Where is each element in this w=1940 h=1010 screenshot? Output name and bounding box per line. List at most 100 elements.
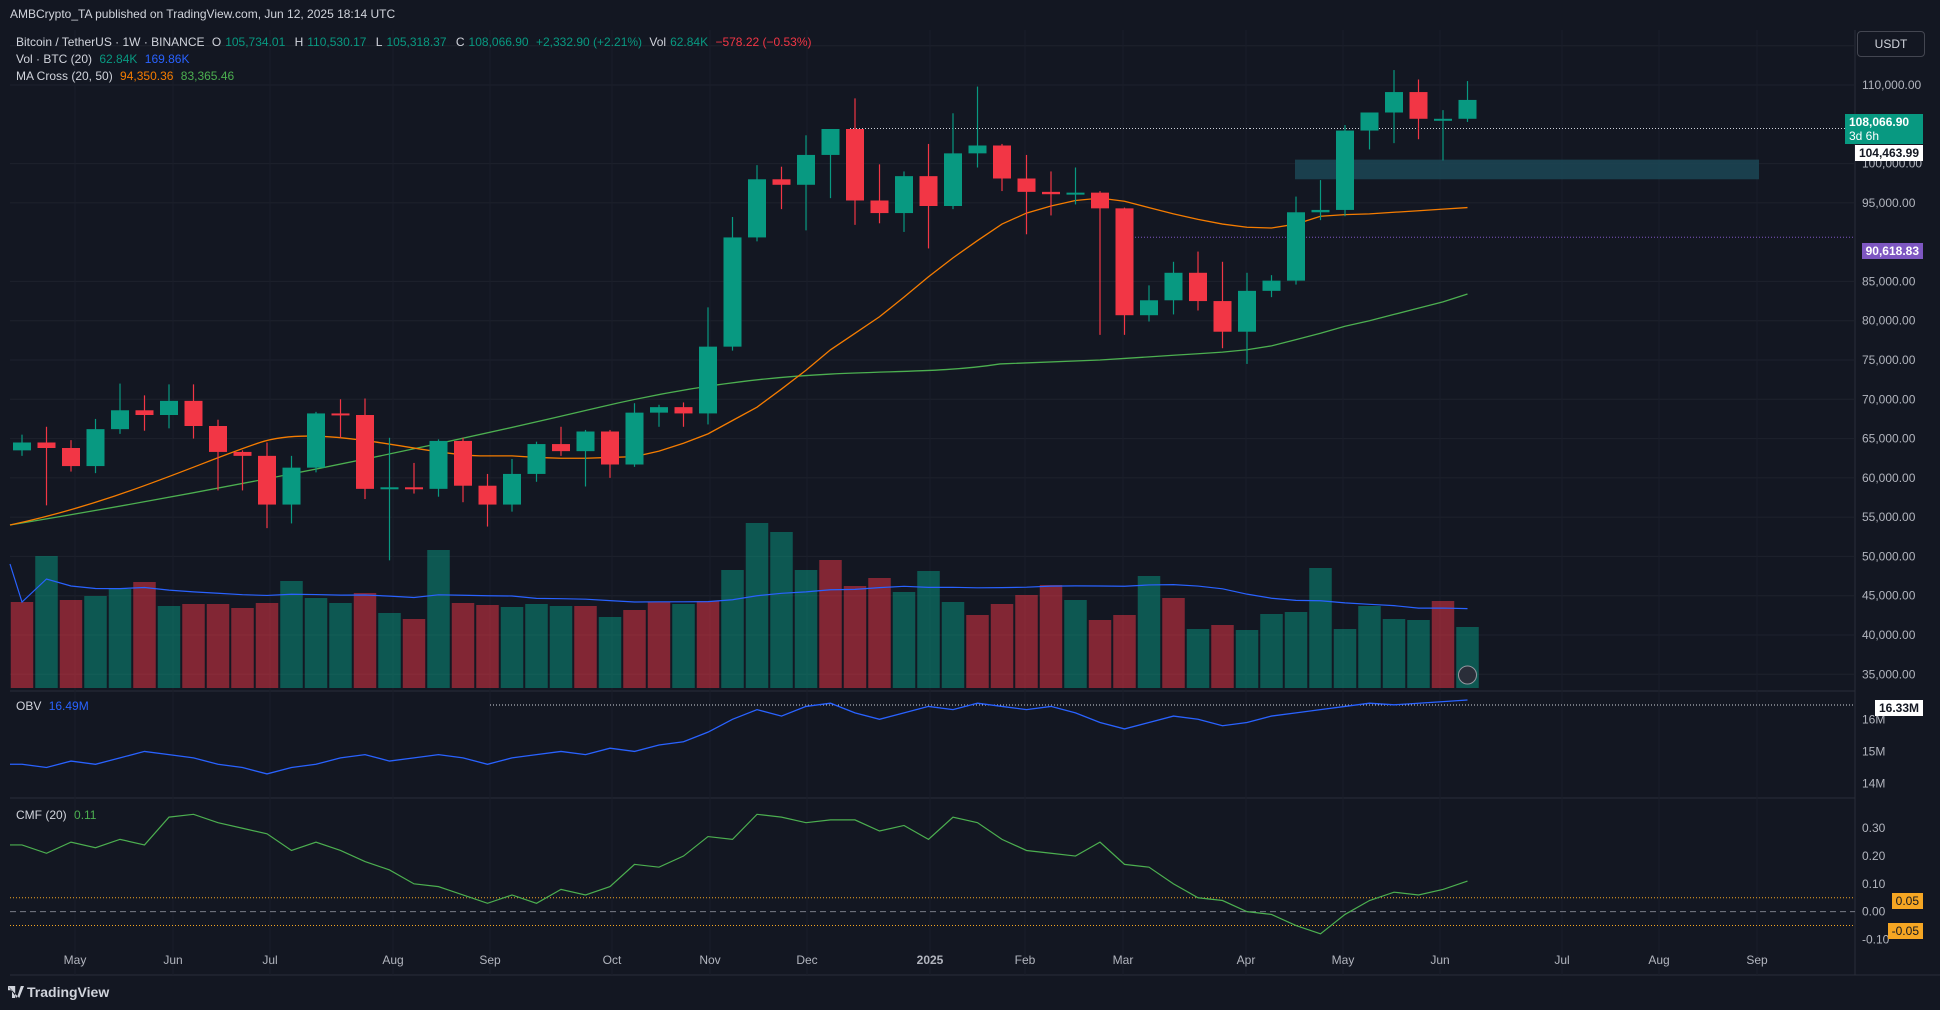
- cmf-upper-label: 0.05: [1891, 893, 1923, 909]
- candle-body: [209, 426, 227, 452]
- volume-bar: [745, 523, 769, 688]
- candle-body: [331, 413, 350, 416]
- volume-bar: [231, 608, 254, 688]
- candle-body: [723, 237, 742, 347]
- cmf-tick-label: 0.00: [1862, 905, 1886, 919]
- x-tick-label: May: [1332, 953, 1355, 967]
- y-tick-label: 60,000.00: [1862, 471, 1916, 485]
- volume-bar: [1113, 615, 1136, 688]
- candle-body: [552, 444, 570, 452]
- volume-bar: [157, 606, 181, 688]
- volume-bar: [1186, 629, 1210, 688]
- volume-bar: [892, 592, 916, 688]
- volume-bar: [549, 606, 573, 688]
- volume-bar: [1333, 629, 1357, 688]
- volume-bar: [1162, 598, 1185, 688]
- volume-bar: [1382, 619, 1406, 688]
- volume-bar: [1407, 620, 1430, 688]
- volume-bar: [843, 586, 867, 688]
- x-tick-label: Feb: [1015, 953, 1036, 967]
- level-label-2: 90,618.83: [1861, 243, 1923, 259]
- candle-body: [625, 412, 644, 465]
- candle-body: [1287, 212, 1305, 281]
- candle-body: [1336, 130, 1354, 210]
- volume-bar: [280, 581, 303, 688]
- candle-body: [135, 410, 154, 415]
- x-tick-label: Jul: [1554, 953, 1569, 967]
- y-tick-label: 70,000.00: [1862, 392, 1916, 406]
- volume-bar: [108, 589, 132, 688]
- x-tick-label: Oct: [603, 953, 622, 967]
- ma20-line: [9, 197, 1468, 526]
- ma-legend: MA Cross (20, 50) 94,350.36 83,365.46: [16, 69, 235, 83]
- x-tick-label: Sep: [1746, 953, 1768, 967]
- candle-body: [1164, 272, 1183, 301]
- volume-bar: [84, 596, 107, 688]
- volume-bar: [1015, 595, 1038, 688]
- close-value: 108,066.90: [468, 35, 529, 49]
- candle-body: [1115, 208, 1134, 316]
- volume-bar: [647, 602, 671, 688]
- y-tick-label: 65,000.00: [1862, 432, 1916, 446]
- candle-body: [944, 153, 962, 206]
- candle-body: [1140, 300, 1158, 316]
- cmf-lower-label: -0.05: [1887, 923, 1923, 939]
- candle-body: [1091, 192, 1109, 209]
- x-tick-label: Mar: [1113, 953, 1134, 967]
- candle-body: [993, 145, 1011, 179]
- candle-body: [37, 442, 56, 448]
- volume-bar: [427, 550, 450, 688]
- candle-body: [233, 451, 252, 456]
- volume-bar: [1137, 576, 1161, 688]
- volume-bar: [476, 605, 499, 688]
- candle-body: [1458, 99, 1477, 119]
- candle-body: [307, 413, 325, 468]
- volume-bar: [941, 602, 965, 688]
- support-zone: [1295, 159, 1759, 180]
- candle-body: [674, 407, 693, 414]
- volume-bar: [133, 582, 156, 688]
- candle-body: [1066, 192, 1085, 195]
- volume-bar: [59, 600, 83, 688]
- volume-bar: [770, 532, 793, 688]
- volume-bar: [1088, 620, 1112, 688]
- x-tick-label: Sep: [479, 953, 501, 967]
- volume-bar: [868, 578, 891, 688]
- y-tick-label: 40,000.00: [1862, 628, 1916, 642]
- volume-bar: [1211, 625, 1234, 688]
- volume-bar: [500, 607, 524, 688]
- candle-body: [454, 440, 472, 486]
- vol-change-value: −578.22 (−0.53%): [715, 35, 812, 49]
- y-tick-label: 50,000.00: [1862, 549, 1916, 563]
- candle-body: [527, 444, 546, 474]
- cmf-line: [10, 813, 1468, 935]
- y-tick-label: 55,000.00: [1862, 510, 1916, 524]
- volume-bar: [255, 603, 279, 688]
- candle-body: [356, 415, 374, 489]
- candle-body: [870, 200, 889, 214]
- candle-body: [821, 129, 840, 155]
- lightning-icon: [1458, 665, 1477, 685]
- candle-body: [1017, 178, 1036, 192]
- candle-body: [429, 440, 448, 489]
- cmf-tick-label: 0.20: [1862, 849, 1886, 863]
- volume-bar: [574, 606, 597, 688]
- level-label-1: 104,463.99: [1854, 145, 1923, 161]
- candle-body: [895, 176, 913, 214]
- volume-bar: [1235, 630, 1259, 688]
- volume-bar: [35, 556, 58, 688]
- high-value: 110,530.17: [307, 35, 367, 49]
- candle-body: [846, 129, 864, 201]
- y-tick-label: 75,000.00: [1862, 353, 1916, 367]
- candle-body: [111, 410, 129, 430]
- candle-body: [184, 400, 203, 426]
- candle-body: [160, 400, 178, 415]
- currency-button[interactable]: USDT: [1857, 31, 1925, 57]
- volume-bar: [451, 603, 475, 688]
- obv-line: [10, 699, 1468, 775]
- cmf-tick-label: 0.30: [1862, 821, 1886, 835]
- volume-bar: [329, 603, 352, 688]
- symbol-legend: Bitcoin / TetherUS · 1W · BINANCE O 105,7…: [16, 35, 812, 49]
- volume-bar: [966, 615, 989, 688]
